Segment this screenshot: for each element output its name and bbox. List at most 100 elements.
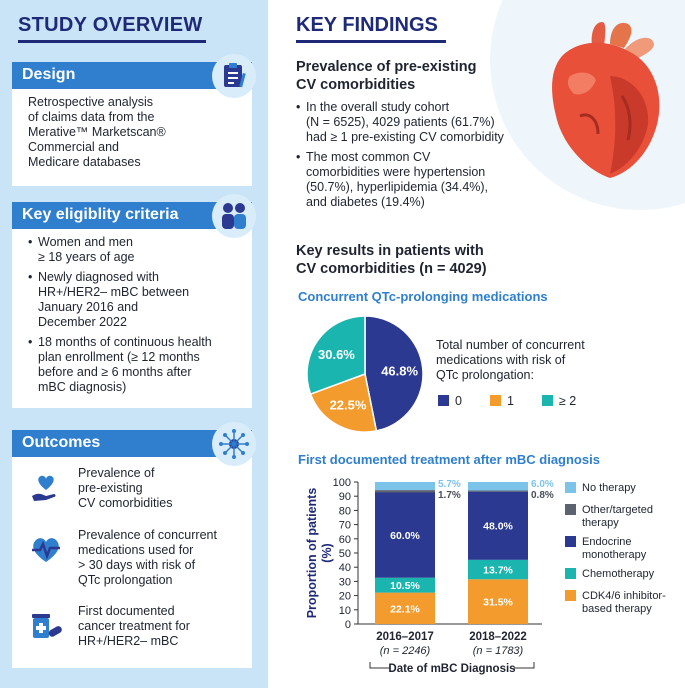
title-underline [18, 40, 206, 43]
y-tick-label: 90 [339, 491, 351, 503]
pie-legend-label: 0 [455, 394, 462, 408]
x-tick-note: (n = 1783) [473, 645, 524, 657]
pie-slice-label: 22.5% [330, 397, 367, 412]
study-overview-panel: STUDY OVERVIEW Design Retrospective anal… [0, 0, 268, 688]
bar-segment [468, 559, 528, 580]
bar-segment [375, 577, 435, 593]
key-findings-underline [296, 40, 446, 43]
prevalence-line: and diabetes (19.4%) [306, 195, 425, 209]
criteria-line: Newly diagnosed with [38, 270, 159, 284]
design-line: of claims data from the [28, 110, 155, 124]
pie-legend-item: ≥ 2 [541, 394, 576, 409]
criteria-heading-text: Key eligiblity criteria [22, 206, 179, 223]
design-line: Retrospective analysis [28, 95, 154, 109]
outcomes-heading: Outcomes [12, 422, 256, 466]
design-line: Medicare databases [28, 155, 141, 169]
bar-value-label: 6.0% [531, 479, 554, 490]
bar-legend-label: No therapy [582, 482, 636, 494]
design-line: Commercial and [28, 140, 120, 154]
bar-legend-label: Chemotherapy [582, 568, 655, 580]
y-tick-label: 20 [339, 591, 351, 603]
bar-value-label: 0.8% [531, 490, 554, 501]
bar-legend-label: CDK4/6 inhibitor-based therapy [582, 590, 666, 615]
y-tick-label: 40 [339, 562, 351, 574]
bar-segment [375, 492, 435, 578]
bar-legend-label: Endocrine monotherapy [582, 536, 647, 561]
criteria-line: mBC diagnosis) [38, 380, 127, 394]
criteria-bullet: Newly diagnosed with HR+/HER2– mBC betwe… [28, 270, 252, 330]
y-tick-label: 0 [345, 619, 351, 631]
bar-value-label: 10.5% [390, 580, 420, 592]
x-label-backdrop [390, 660, 514, 676]
legend-swatch [489, 395, 501, 406]
outcome-text: First documented cancer treatment for HR… [78, 604, 246, 649]
prevalence-line: In the overall study cohort [306, 100, 450, 114]
outcome-line: CV comorbidities [78, 496, 173, 510]
pie-legend-line: QTc prolongation: [436, 368, 534, 382]
outcome-line: Prevalence of concurrent [78, 528, 217, 542]
bar-value-label: 60.0% [390, 530, 420, 542]
prevalence-line: (50.7%), hyperlipidemia (34.4%), [306, 180, 489, 194]
bar-value-label: 13.7% [483, 565, 513, 577]
prevalence-line: had ≥ 1 pre-existing CV comorbidity [306, 130, 504, 144]
outcome-item: Prevalence of pre-existing CV comorbidit… [12, 466, 252, 516]
criteria-line: January 2016 and [38, 300, 139, 314]
criteria-line: ≥ 18 years of age [38, 250, 135, 264]
criteria-line: Women and men [38, 235, 133, 249]
criteria-bullet: Women and men ≥ 18 years of age [28, 235, 252, 265]
outcomes-box: Outcomes [12, 422, 256, 668]
key-results-line: Key results in patients with [296, 243, 484, 259]
pie-legend-title: Total number of concurrent medications w… [436, 338, 585, 383]
criteria-heading: Key eligiblity criteria [12, 194, 256, 238]
design-box: Design Retrospective analysis of claims … [12, 54, 256, 186]
bar-value-label: 5.7% [438, 479, 461, 490]
qtc-title: Concurrent QTc-prolonging medications [298, 289, 548, 304]
bar-value-label: 1.7% [438, 490, 461, 501]
prevalence-bullets: In the overall study cohort (N = 6525), … [296, 100, 546, 215]
criteria-line: HR+/HER2– mBC between [38, 285, 190, 299]
y-axis-label: Proportion of patients(%) [305, 488, 334, 619]
outcomes-heading-text: Outcomes [22, 434, 101, 451]
bar-segment [468, 490, 528, 492]
pie-legend-line: Total number of concurrent [436, 338, 585, 352]
key-findings-title: KEY FINDINGS [296, 14, 438, 36]
key-results-line: CV comorbidities (n = 4029) [296, 261, 487, 277]
bar-segment [375, 482, 435, 491]
outcome-text: Prevalence of concurrent medications use… [78, 528, 246, 588]
legend-swatch [565, 590, 576, 601]
bar-segment [375, 490, 435, 493]
legend-swatch [438, 395, 449, 406]
pie-slice-label: 30.6% [318, 347, 355, 362]
bar-legend-label: Other/targeted therapy [582, 504, 653, 529]
pie-slice-3 [306, 315, 366, 396]
legend-swatch [565, 536, 576, 547]
prevalence-heading: Prevalence of pre-existing CV comorbidit… [296, 58, 477, 94]
outcome-line: pre-existing [78, 481, 143, 495]
criteria-list: Women and men ≥ 18 years of age Newly di… [12, 229, 252, 395]
qtc-pie-chart: 46.8% 22.5% 30.6% [306, 315, 424, 433]
treatment-title: First documented treatment after mBC dia… [298, 452, 600, 467]
people-icon [212, 194, 256, 238]
design-heading-text: Design [22, 66, 76, 83]
outcome-line: medications used for [78, 543, 194, 557]
outcome-item: First documented cancer treatment for HR… [12, 604, 252, 654]
outcome-line: cancer treatment for [78, 619, 190, 633]
prevalence-heading-line: CV comorbidities [296, 77, 416, 93]
outcome-line: QTc prolongation [78, 573, 173, 587]
bar-segment [375, 592, 435, 624]
outcome-line: Prevalence of [78, 466, 155, 480]
outcome-line: HR+/HER2– mBC [78, 634, 179, 648]
pills-icon [28, 608, 64, 644]
y-tick-label: 30 [339, 576, 351, 588]
x-tick-label: 2018–2022 [469, 631, 527, 643]
pie-legend-item: 0 [438, 394, 462, 409]
design-heading: Design [12, 54, 256, 98]
bar-value-label: 48.0% [483, 521, 513, 533]
outcome-line: First documented [78, 604, 175, 618]
criteria-line: before and ≥ 6 months after [38, 365, 192, 379]
legend-swatch [541, 395, 553, 406]
criteria-box: Key eligiblity criteria Women and men ≥ … [12, 194, 256, 408]
bar-segment [468, 579, 528, 624]
y-tick-label: 80 [339, 505, 351, 517]
